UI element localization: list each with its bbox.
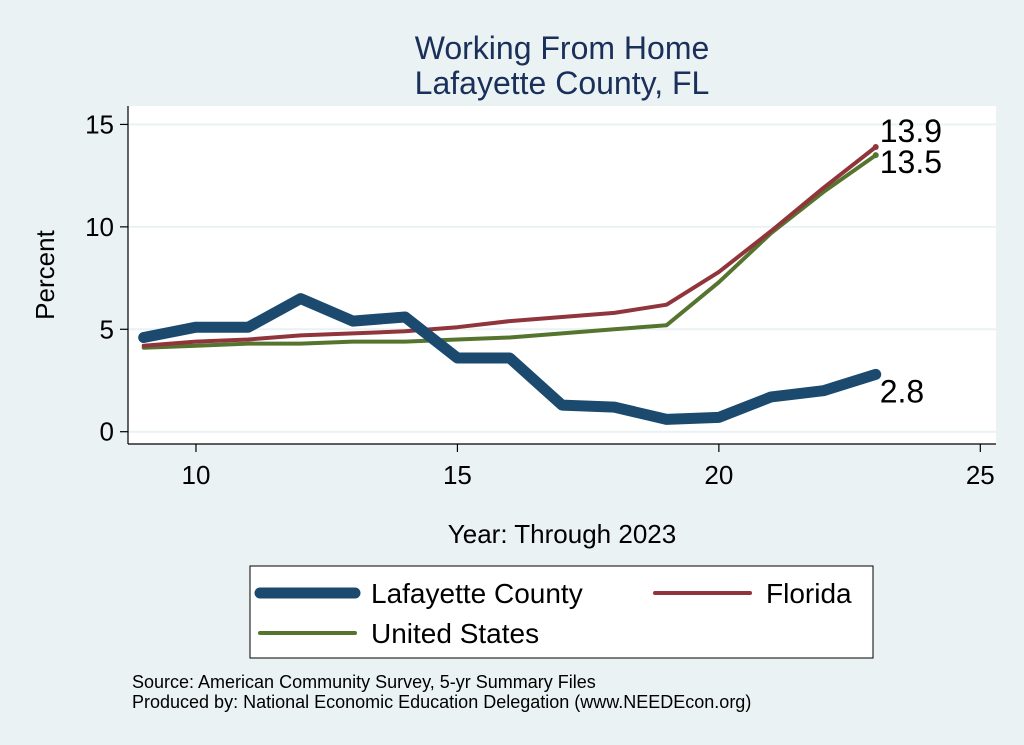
y-tick-label: 10 bbox=[85, 212, 114, 242]
x-axis-label: Year: Through 2023 bbox=[448, 519, 676, 549]
end-label-united-states: 13.5 bbox=[880, 144, 942, 180]
label-layer: 2.8 13.913.5 bbox=[880, 113, 942, 409]
y-tick-label: 5 bbox=[100, 314, 114, 344]
y-tick-label: 0 bbox=[100, 417, 114, 447]
series-end-point-united-states bbox=[872, 152, 879, 159]
producer-line: Produced by: National Economic Education… bbox=[132, 692, 752, 712]
x-tick-label: 25 bbox=[966, 460, 995, 490]
end-label-florida: 13.9 bbox=[880, 113, 942, 149]
x-tick-label: 15 bbox=[443, 460, 472, 490]
x-tick-label: 10 bbox=[182, 460, 211, 490]
chart-title: Working From Home bbox=[415, 30, 710, 66]
legend: Lafayette County Florida United States bbox=[249, 565, 874, 659]
series-line-lafayette-county bbox=[138, 293, 882, 425]
end-label-lafayette-county: 2.8 bbox=[880, 373, 924, 409]
series-layer bbox=[138, 143, 882, 425]
series-line-florida bbox=[141, 145, 878, 348]
x-tick-label: 20 bbox=[704, 460, 733, 490]
grid-layer bbox=[128, 123, 996, 433]
series-line-united-states bbox=[141, 153, 878, 350]
series-end-point-lafayette-county bbox=[872, 371, 879, 378]
legend-box bbox=[249, 565, 874, 659]
axis-layer: 0 5 10 15 10 15 20 25 bbox=[85, 106, 996, 490]
series-end-point-florida bbox=[872, 143, 879, 150]
y-tick-label: 15 bbox=[85, 109, 114, 139]
source-note: Source: American Community Survey, 5-yr … bbox=[132, 672, 751, 712]
chart-subtitle: Lafayette County, FL bbox=[415, 65, 710, 101]
legend-label-florida: Florida bbox=[766, 578, 852, 609]
y-axis-label: Percent bbox=[30, 229, 60, 319]
legend-label-lafayette-county: Lafayette County bbox=[371, 578, 583, 609]
legend-label-united-states: United States bbox=[371, 618, 539, 649]
source-line: Source: American Community Survey, 5-yr … bbox=[132, 672, 596, 692]
